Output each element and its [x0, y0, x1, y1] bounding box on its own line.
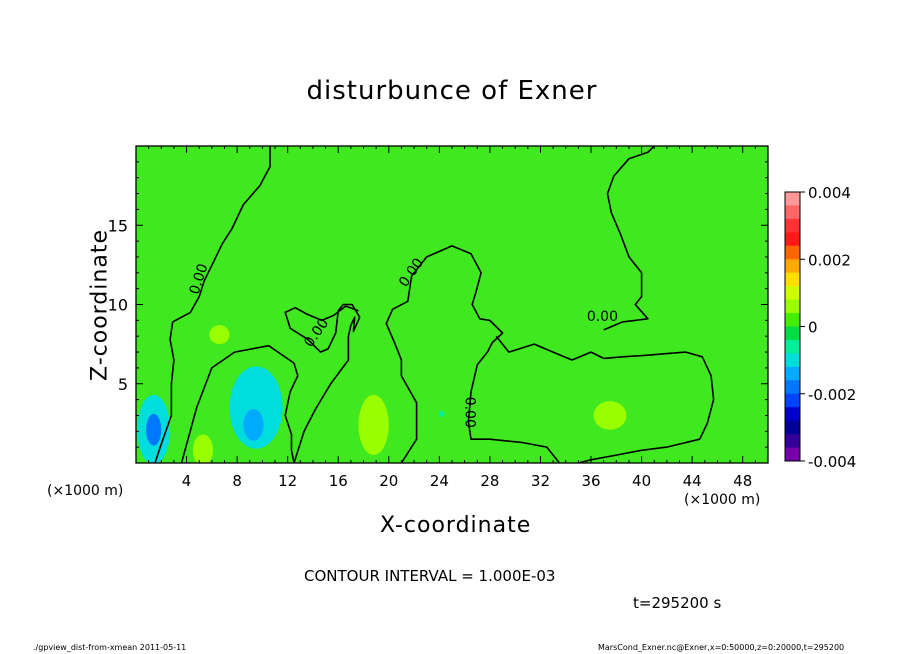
colorbar-tick-label: 0	[808, 319, 818, 337]
colorbar-tick-label: -0.004	[808, 453, 856, 471]
x-axis-unit: (×1000 m)	[684, 492, 761, 508]
footer-right: MarsCond_Exner.nc@Exner,x=0:50000,z=0:20…	[598, 643, 845, 652]
x-tick-label: 32	[531, 472, 550, 490]
x-tick-label: 40	[632, 472, 651, 490]
contour-line	[284, 303, 361, 463]
colorbar-tick-label: -0.002	[808, 386, 856, 404]
x-axis-label: X-coordinate	[380, 513, 532, 538]
contour-line	[180, 344, 299, 463]
colorbar-segment	[785, 339, 800, 354]
colorbar-segment	[785, 218, 800, 233]
anomaly-region	[209, 325, 230, 345]
colorbar-segment	[785, 447, 800, 462]
colorbar-segment	[785, 192, 800, 206]
y-axis-label: Z-coordinate	[87, 229, 113, 381]
time-label: t=295200 s	[633, 594, 722, 612]
colorbar-segment	[785, 366, 800, 381]
contour-line	[603, 146, 655, 331]
y-tick-label: 10	[108, 296, 128, 315]
contour-line	[495, 335, 715, 463]
colorbar-segment	[785, 393, 800, 408]
x-tick-label: 4	[182, 472, 192, 490]
anomaly-region	[593, 401, 627, 430]
contour-label: 0.00	[462, 397, 478, 428]
anomaly-region	[243, 409, 264, 441]
colorbar-segment	[785, 245, 800, 260]
anomaly-regions	[137, 325, 627, 463]
colorbar-tick-label: 0.002	[808, 251, 851, 269]
colorbar-segment	[785, 420, 800, 435]
colorbar-segment	[785, 272, 800, 287]
colorbar-segment	[785, 232, 800, 247]
x-tick-label: 44	[683, 472, 702, 490]
anomaly-region	[192, 434, 214, 463]
colorbar: 0.004 0.002 0 -0.002 -0.004	[784, 184, 856, 471]
y-axis-unit: (×1000 m)	[47, 483, 124, 499]
colorbar-segment	[785, 286, 800, 301]
footer-left: ./gpview_dist-from-xmean 2011-05-11	[33, 643, 187, 652]
x-tick-label: 48	[733, 472, 752, 490]
anomaly-region	[358, 394, 389, 456]
contour-line	[154, 146, 271, 463]
colorbar-segment	[785, 353, 800, 368]
y-tick-label: 15	[108, 216, 128, 235]
colorbar-segment	[785, 380, 800, 395]
x-tick-label: 16	[329, 472, 348, 490]
colorbar-segment	[785, 299, 800, 314]
anomaly-region	[146, 413, 162, 446]
colorbar-segment	[785, 313, 800, 327]
colorbar-segment	[785, 326, 800, 341]
x-tick-label: 20	[379, 472, 398, 490]
colorbar-segment	[785, 434, 800, 449]
contour-interval: CONTOUR INTERVAL = 1.000E-03	[304, 567, 556, 585]
colorbar-segment	[785, 205, 800, 220]
contour-line	[385, 245, 561, 463]
x-tick-label: 12	[278, 472, 297, 490]
colorbar-segment	[785, 259, 800, 274]
anomaly-region	[439, 410, 445, 418]
x-tick-label: 8	[232, 472, 242, 490]
contour-lines	[154, 146, 715, 463]
x-tick-label: 36	[581, 472, 600, 490]
x-tick-label: 28	[480, 472, 499, 490]
colorbar-segment	[785, 407, 800, 422]
anomaly-region	[229, 366, 283, 449]
chart-title: disturbunce of Exner	[306, 76, 598, 106]
colorbar-tick-label: 0.004	[808, 184, 851, 202]
y-tick-label: 5	[118, 375, 128, 394]
contour-label: 0.00	[587, 309, 618, 325]
plot-area: 0.000.000.000.000.00	[136, 146, 768, 463]
x-tick-label: 24	[430, 472, 449, 490]
